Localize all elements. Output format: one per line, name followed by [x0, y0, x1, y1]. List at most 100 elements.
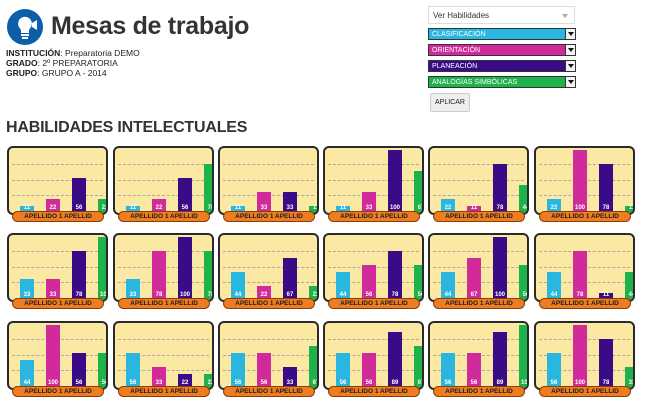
bar-value-label: 100 [179, 292, 190, 298]
chart-bar: 22 [152, 199, 166, 213]
select-planeacion[interactable]: PLANEACIÓN [428, 60, 576, 72]
gridline [433, 164, 524, 165]
gridline [12, 251, 103, 252]
student-name-label: APELLIDO 1 APELLID [118, 211, 210, 222]
bar-value-label: 22 [101, 205, 108, 211]
chart-bar: 100 [178, 237, 192, 300]
chart-bar: 33 [126, 279, 140, 300]
student-name-label: APELLIDO 1 APELLID [223, 386, 315, 397]
chart-bar: 33 [625, 367, 633, 388]
bar-value-label: 11 [628, 205, 635, 211]
student-name-label: APELLIDO 1 APELLID [539, 298, 631, 309]
student-card[interactable]: 22 100 78 11 APELLIDO 1 APELLID [534, 146, 639, 223]
student-name-label: APELLIDO 1 APELLID [433, 211, 525, 222]
bar-value-label: 56 [339, 380, 347, 386]
bar-value-label: 100 [520, 380, 528, 386]
select-orientacion-label: ORIENTACIÓN [432, 47, 481, 54]
dropdown-arrow-icon [565, 61, 575, 71]
chart-bar: 44 [231, 272, 245, 300]
student-card[interactable]: 11 22 56 78 APELLIDO 1 APELLID [113, 146, 218, 223]
chart-bar: 78 [204, 251, 212, 300]
bar-value-label: 22 [49, 205, 57, 211]
bar-value-label: 33 [260, 205, 268, 211]
bar-value-label: 100 [574, 205, 585, 211]
student-card[interactable]: 11 22 56 22 APELLIDO 1 APELLID [7, 146, 112, 223]
bar-value-label: 33 [286, 380, 294, 386]
chart-bar: 22 [178, 374, 192, 388]
chart-bar: 44 [336, 272, 350, 300]
student-card[interactable]: 56 33 22 22 APELLIDO 1 APELLID [113, 321, 218, 398]
student-card[interactable]: 44 22 67 22 APELLIDO 1 APELLID [218, 233, 323, 310]
student-card[interactable]: 56 56 33 67 APELLIDO 1 APELLID [218, 321, 323, 398]
bar-value-label: 56 [129, 380, 137, 386]
chart-bar: 78 [573, 251, 587, 300]
student-card[interactable]: 56 56 89 100APELLIDO 1 APELLID [428, 321, 533, 398]
bar-value-label: 33 [129, 292, 137, 298]
bar-value-label: 44 [234, 292, 242, 298]
select-clasificacion-label: CLASIFICACIÓN [432, 31, 486, 38]
student-card[interactable]: 44 67 100 56 APELLIDO 1 APELLID [428, 233, 533, 310]
student-name-label: APELLIDO 1 APELLID [118, 298, 210, 309]
bar-value-label: 56 [365, 292, 373, 298]
chart-bar: 78 [599, 339, 613, 388]
bar-value-label: 56 [365, 380, 373, 386]
student-card[interactable]: 11 33 33 11 APELLIDO 1 APELLID [218, 146, 323, 223]
chart-panel: 44 100 56 56 [7, 321, 108, 390]
bar-value-label: 33 [49, 292, 57, 298]
student-name-label: APELLIDO 1 APELLID [328, 386, 420, 397]
select-orientacion[interactable]: ORIENTACIÓN [428, 44, 576, 56]
bar-value-label: 67 [286, 292, 294, 298]
chart-bar: 44 [547, 272, 561, 300]
chart-bar: 56 [467, 353, 481, 388]
bar-value-label: 78 [155, 292, 163, 298]
chart-panel: 11 22 56 22 [7, 146, 108, 215]
bar-value-label: 33 [155, 380, 163, 386]
chart-bar: 56 [336, 353, 350, 388]
chart-bar: 11 [231, 205, 245, 213]
student-card[interactable]: 44 78 11 44 APELLIDO 1 APELLID [534, 233, 639, 310]
gridline [433, 339, 524, 340]
bar-value-label: 11 [23, 205, 31, 211]
student-card[interactable]: 22 11 78 44 APELLIDO 1 APELLID [428, 146, 533, 223]
bar-value-label: 56 [181, 205, 189, 211]
bar-value-label: 89 [391, 380, 399, 386]
bar-value-label: 22 [260, 292, 268, 298]
student-card[interactable]: 11 33 100 67 APELLIDO 1 APELLID [323, 146, 428, 223]
chart-panel: 56 100 78 33 [534, 321, 635, 390]
student-name-label: APELLIDO 1 APELLID [433, 298, 525, 309]
bar-value-label: 22 [444, 205, 452, 211]
gridline [118, 355, 209, 356]
chart-bar: 100 [388, 150, 402, 213]
student-card[interactable]: 33 33 78 100APELLIDO 1 APELLID [7, 233, 112, 310]
student-name-label: APELLIDO 1 APELLID [118, 386, 210, 397]
student-card[interactable]: 44 100 56 56 APELLIDO 1 APELLID [7, 321, 112, 398]
bar-value-label: 67 [417, 380, 424, 386]
student-name-label: APELLIDO 1 APELLID [12, 298, 104, 309]
lightbulb-icon [6, 8, 44, 46]
student-name-label: APELLIDO 1 APELLID [328, 298, 420, 309]
chart-bar: 67 [283, 258, 297, 300]
chart-bar: 100 [98, 237, 107, 300]
select-clasificacion[interactable]: CLASIFICACIÓN [428, 28, 576, 40]
chart-bar: 78 [388, 251, 402, 300]
student-card[interactable]: 56 100 78 33 APELLIDO 1 APELLID [534, 321, 639, 398]
bar-value-label: 22 [155, 205, 163, 211]
chart-bar: 100 [573, 325, 587, 388]
chart-bar: 56 [547, 353, 561, 388]
student-card[interactable]: 44 56 78 56 APELLIDO 1 APELLID [323, 233, 428, 310]
institution-value: Preparatoria DEMO [65, 48, 140, 58]
apply-button[interactable]: APLICAR [430, 93, 470, 112]
chart-bar: 33 [152, 367, 166, 388]
student-card[interactable]: 33 78 100 78 APELLIDO 1 APELLID [113, 233, 218, 310]
student-card[interactable]: 56 56 89 67 APELLIDO 1 APELLID [323, 321, 428, 398]
chart-bar: 56 [72, 353, 86, 388]
chart-bar: 33 [46, 279, 60, 300]
bar-value-label: 67 [417, 205, 424, 211]
chart-bar: 44 [625, 272, 633, 300]
bar-value-label: 11 [234, 205, 242, 211]
select-analogias[interactable]: ANALOGÍAS SIMBÓLICAS [428, 76, 576, 88]
bar-value-label: 100 [99, 292, 107, 298]
view-dropdown-value: Ver Habilidades [433, 11, 490, 20]
view-dropdown[interactable]: Ver Habilidades [428, 6, 575, 24]
bar-value-label: 78 [75, 292, 83, 298]
